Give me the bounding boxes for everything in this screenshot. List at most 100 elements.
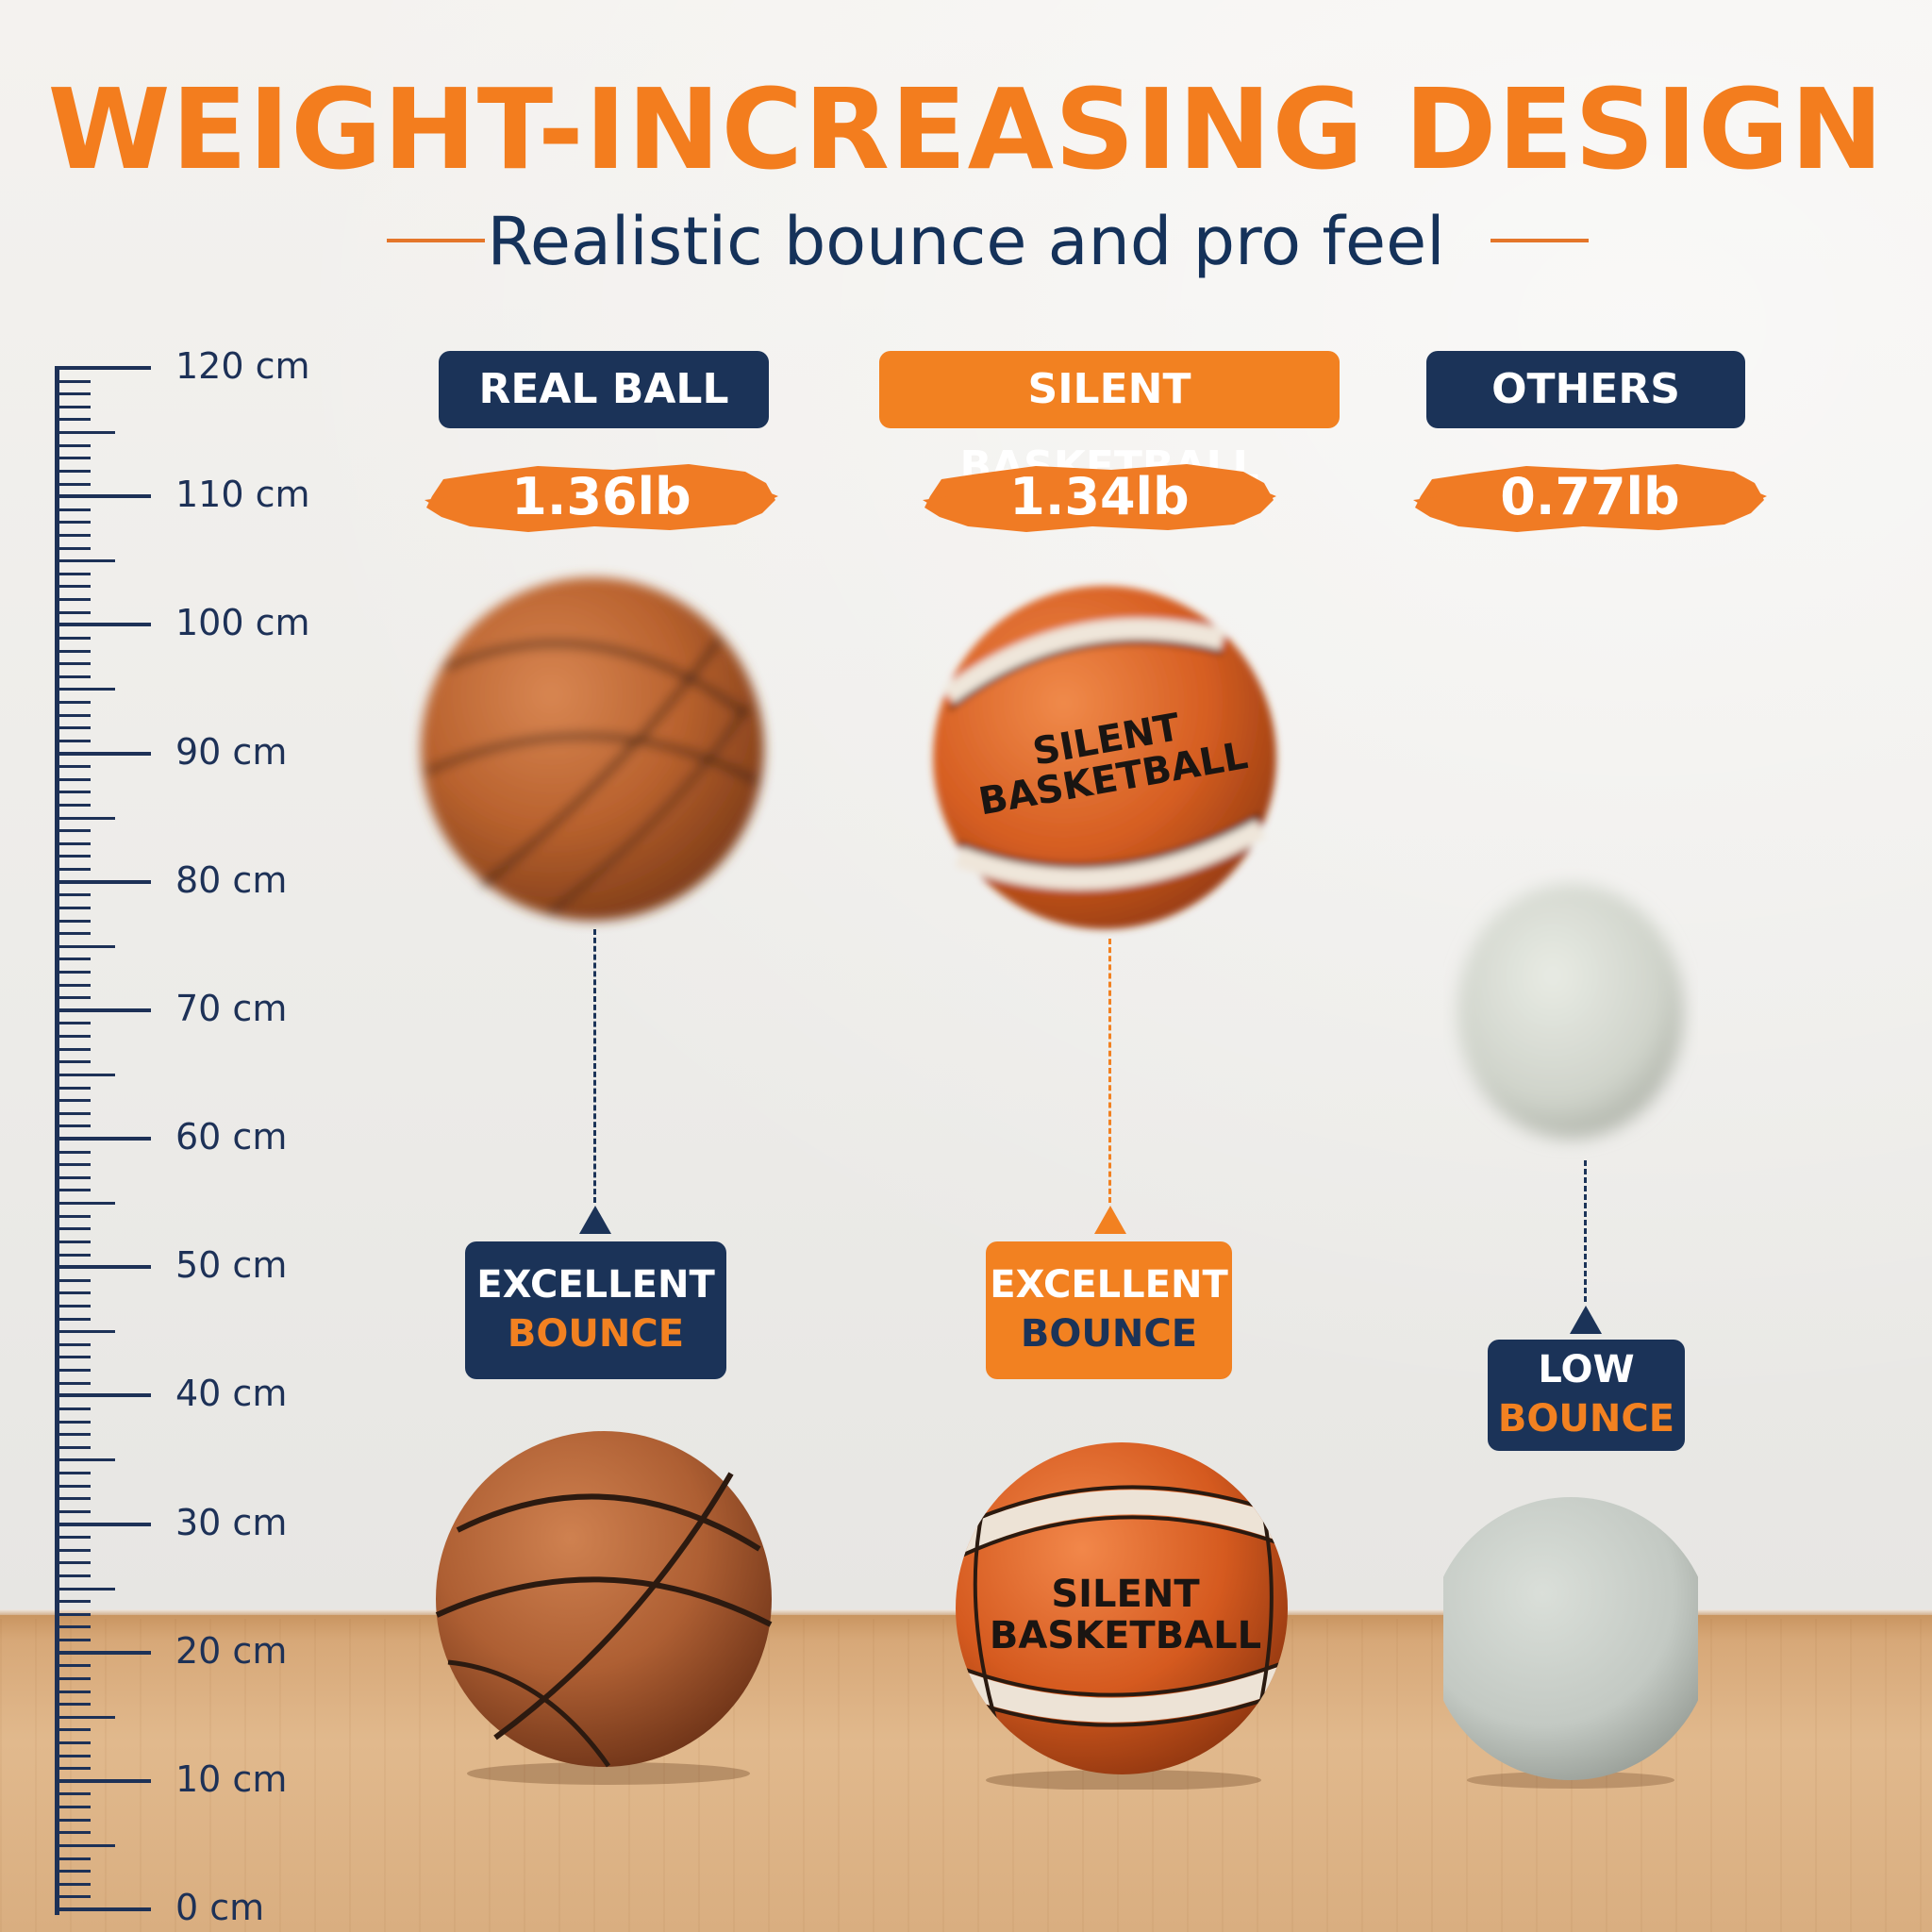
ruler-minor-tick — [55, 1625, 91, 1629]
ruler-minor-tick — [55, 521, 91, 525]
ruler-minor-tick — [55, 457, 91, 460]
ruler-minor-tick — [55, 598, 91, 602]
ruler-major-tick — [55, 1907, 151, 1911]
ball-print-line2: BASKETBALL — [990, 1614, 1261, 1657]
bounce-badge-line2: BOUNCE — [1020, 1312, 1198, 1356]
page-title: WEIGHT-INCREASING DESIGN — [47, 64, 1885, 194]
ruler-minor-tick — [55, 1407, 91, 1410]
ruler-minor-tick — [55, 1253, 91, 1257]
ruler-minor-tick — [55, 1381, 91, 1385]
ruler-label: 120 cm — [175, 345, 310, 387]
weight-real-ball: 1.36lb — [511, 467, 691, 526]
ruler-minor-tick — [55, 1818, 91, 1822]
ruler-minor-tick — [55, 1420, 91, 1424]
ruler-major-tick — [55, 751, 151, 756]
ruler-minor-tick — [55, 559, 115, 563]
header-real-ball: REAL BALL — [439, 351, 769, 428]
ruler-major-tick — [55, 1778, 151, 1783]
ruler-label: 30 cm — [175, 1501, 288, 1543]
ruler-minor-tick — [55, 1882, 91, 1886]
ruler-minor-tick — [55, 1227, 91, 1231]
silent-basketball-airborne: SILENT BASKETBALL — [933, 586, 1276, 929]
ruler-minor-tick — [55, 1639, 91, 1642]
bounce-guide-silent-basketball — [1108, 939, 1111, 1203]
weight-others: 0.77lb — [1500, 467, 1680, 526]
ruler-label: 70 cm — [175, 987, 288, 1029]
ruler-minor-tick — [55, 1767, 91, 1771]
ruler-minor-tick — [55, 443, 91, 447]
ruler-minor-tick — [55, 662, 91, 666]
ruler-label: 20 cm — [175, 1629, 288, 1672]
ruler-minor-tick — [55, 893, 91, 897]
ruler-minor-tick — [55, 1369, 91, 1373]
ruler-minor-tick — [55, 585, 91, 589]
ruler-minor-tick — [55, 636, 91, 640]
ruler-minor-tick — [55, 803, 91, 807]
ruler-major-tick — [55, 879, 151, 884]
ruler-label: 80 cm — [175, 858, 288, 901]
ruler-minor-tick — [55, 1202, 115, 1206]
ruler-label: 0 cm — [175, 1887, 265, 1928]
ruler-minor-tick — [55, 1676, 91, 1680]
ruler-spine — [55, 366, 59, 1915]
ruler-major-tick — [55, 1137, 151, 1141]
ruler-minor-tick — [55, 739, 91, 742]
ruler-minor-tick — [55, 1022, 91, 1025]
subtitle-rule-left — [387, 239, 485, 242]
bounce-guide-others — [1584, 1160, 1587, 1302]
ruler-major-tick — [55, 623, 151, 627]
ruler-minor-tick — [55, 1150, 91, 1154]
ruler-minor-tick — [55, 1484, 91, 1488]
ruler-label: 60 cm — [175, 1116, 288, 1158]
ruler-minor-tick — [55, 1291, 91, 1295]
ruler-minor-tick — [55, 508, 91, 511]
real-ball-airborne — [421, 577, 764, 921]
ruler-major-tick — [55, 366, 151, 370]
bounce-guide-real-ball — [593, 929, 596, 1203]
ruler-minor-tick — [55, 996, 91, 1000]
ruler-major-tick — [55, 1522, 151, 1526]
ruler-label: 50 cm — [175, 1244, 288, 1287]
real-ball-floor — [435, 1431, 773, 1785]
ruler-minor-tick — [55, 482, 91, 486]
ruler-minor-tick — [55, 1857, 91, 1860]
ruler-minor-tick — [55, 944, 115, 948]
ruler-major-tick — [55, 1393, 151, 1398]
ruler-minor-tick — [55, 405, 91, 408]
ruler-minor-tick — [55, 1342, 91, 1346]
ruler-minor-tick — [55, 1497, 91, 1501]
ruler-minor-tick — [55, 649, 91, 653]
ruler-minor-tick — [55, 688, 115, 691]
ruler-minor-tick — [55, 1278, 91, 1282]
weight-brush-real-ball: 1.36lb — [425, 458, 778, 536]
ruler-minor-tick — [55, 1870, 91, 1874]
ruler-minor-tick — [55, 791, 91, 794]
ruler-minor-tick — [55, 1754, 91, 1757]
ruler-minor-tick — [55, 932, 91, 936]
ruler-label: 100 cm — [175, 602, 310, 644]
ruler-label: 90 cm — [175, 730, 288, 773]
arrow-up-icon — [579, 1206, 611, 1234]
ruler-minor-tick — [55, 1073, 115, 1076]
silent-basketball-floor: SILENT BASKETBALL — [956, 1442, 1288, 1790]
ruler-minor-tick — [55, 1124, 91, 1128]
ruler-major-tick — [55, 1265, 151, 1270]
ruler-minor-tick — [55, 1600, 91, 1604]
ruler-minor-tick — [55, 1099, 91, 1103]
ruler-minor-tick — [55, 1792, 91, 1796]
ruler-minor-tick — [55, 777, 91, 781]
ruler-minor-tick — [55, 1111, 91, 1115]
ruler-minor-tick — [55, 1587, 115, 1591]
ruler-minor-tick — [55, 1895, 91, 1899]
ruler-minor-tick — [55, 1536, 91, 1540]
header-silent-basketball: SILENT BASKETBALL — [879, 351, 1340, 491]
bounce-badge-line1: EXCELLENT — [476, 1263, 715, 1307]
ball-print-line1: SILENT — [1051, 1573, 1200, 1616]
ruler-minor-tick — [55, 379, 91, 383]
ruler-minor-tick — [55, 958, 91, 961]
ruler-minor-tick — [55, 1740, 91, 1744]
ruler-minor-tick — [55, 1086, 91, 1090]
ruler-minor-tick — [55, 1612, 91, 1616]
ruler-minor-tick — [55, 1317, 91, 1321]
ruler-label: 10 cm — [175, 1757, 288, 1800]
